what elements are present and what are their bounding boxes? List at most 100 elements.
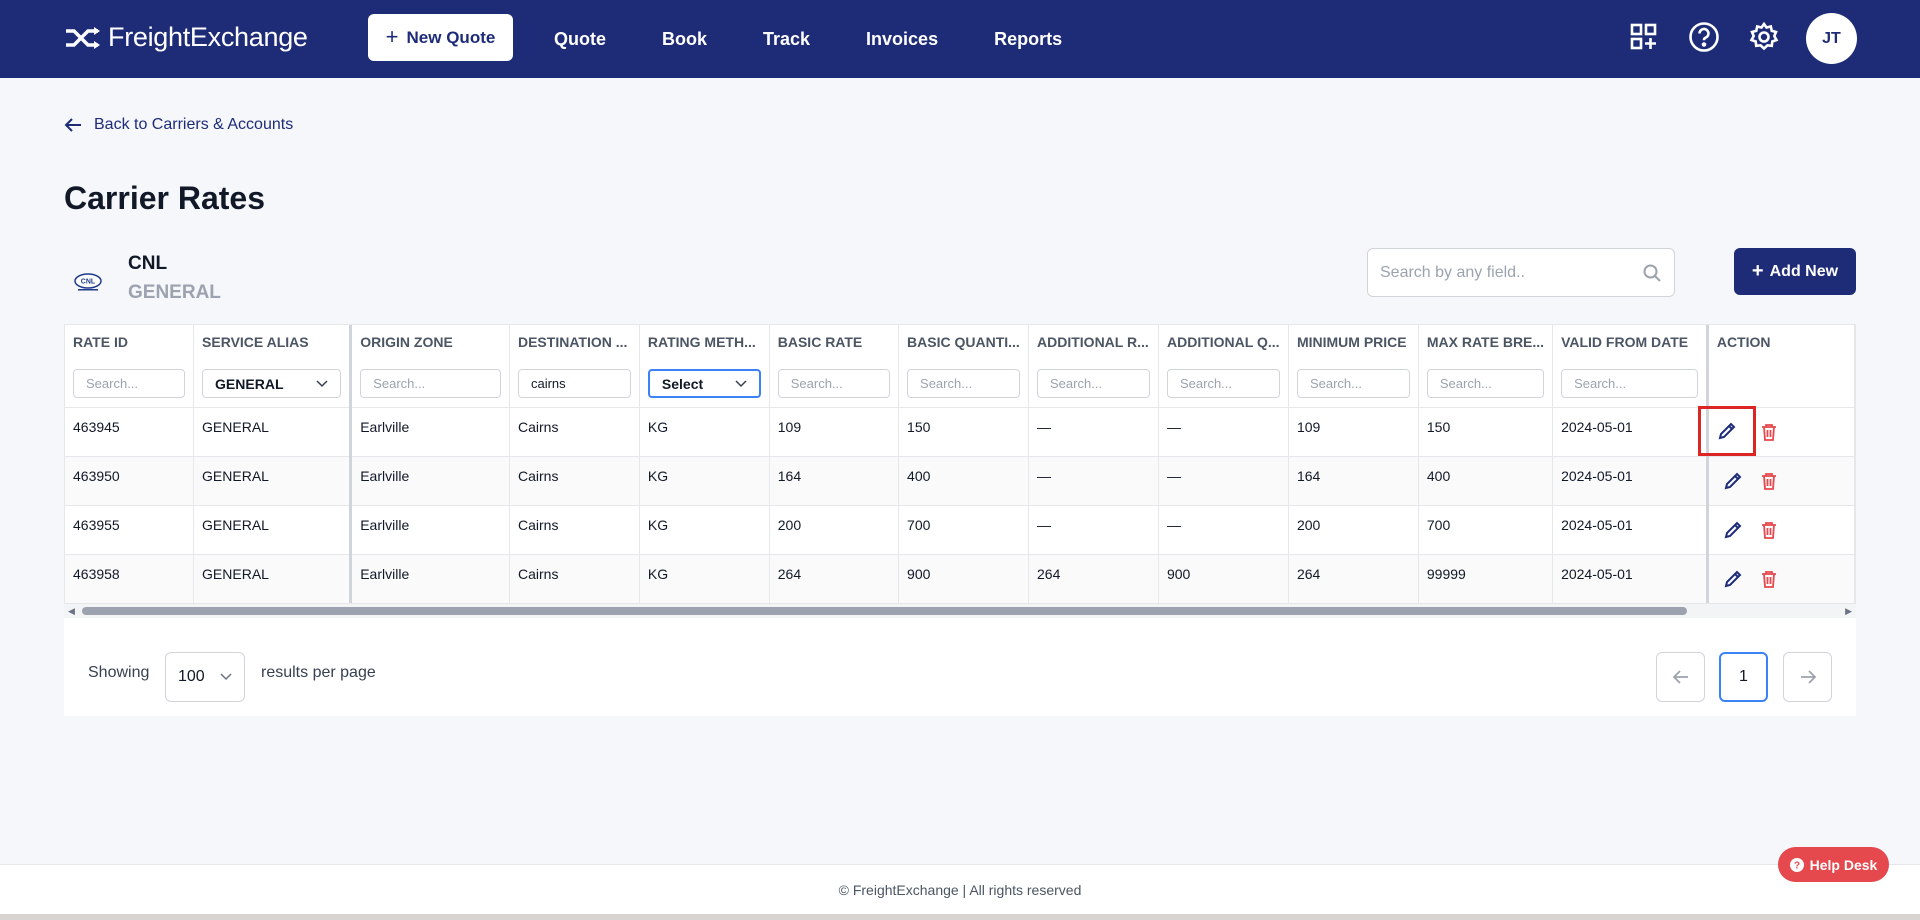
- settings-icon[interactable]: [1748, 20, 1780, 54]
- cell-destination: Cairns: [509, 456, 640, 506]
- arrow-right-icon: [1800, 670, 1816, 684]
- search-input[interactable]: [1380, 263, 1642, 282]
- cell-destination: Cairns: [509, 407, 640, 457]
- cell-basic-quantity: 900: [898, 554, 1030, 603]
- edit-button[interactable]: [1697, 405, 1756, 456]
- cell-rate-id: 463958: [65, 554, 195, 603]
- new-quote-button[interactable]: + New Quote: [368, 14, 513, 61]
- cell-rate-id: 463945: [65, 407, 195, 457]
- cell-minimum-price: 200: [1288, 505, 1419, 555]
- help-icon[interactable]: [1688, 20, 1720, 54]
- page-number-button[interactable]: 1: [1719, 652, 1768, 702]
- col-additional-quantity[interactable]: ADDITIONAL Q...: [1158, 325, 1289, 366]
- cell-rating-method: KG: [639, 554, 770, 603]
- col-rating-method[interactable]: RATING METH...: [639, 325, 770, 366]
- edit-button[interactable]: [1717, 563, 1749, 595]
- col-basic-rate[interactable]: BASIC RATE: [769, 325, 900, 366]
- cell-basic-rate: 109: [769, 407, 900, 457]
- rates-table-card: RATE ID SERVICE ALIAS ORIGIN ZONE DESTIN…: [64, 324, 1856, 716]
- scroll-left-icon[interactable]: ◀: [68, 606, 75, 616]
- cell-max-rate-break: 400: [1418, 456, 1554, 506]
- new-quote-label: New Quote: [406, 27, 496, 47]
- arrow-left-icon: [64, 118, 81, 132]
- carrier-logo-text: CNL: [81, 279, 96, 286]
- back-link[interactable]: Back to Carriers & Accounts: [64, 116, 293, 134]
- nav-track[interactable]: Track: [763, 28, 811, 49]
- filter-max-rate-break[interactable]: [1426, 369, 1545, 398]
- col-additional-rate[interactable]: ADDITIONAL R...: [1028, 325, 1159, 366]
- filter-origin-zone[interactable]: [360, 369, 501, 398]
- cell-rating-method: KG: [639, 407, 770, 457]
- nav-quote[interactable]: Quote: [554, 28, 606, 49]
- cell-additional-rate: —: [1028, 505, 1159, 555]
- cell-origin-zone: Earlville: [350, 505, 510, 555]
- col-minimum-price[interactable]: MINIMUM PRICE: [1288, 325, 1419, 366]
- pencil-icon: [1724, 521, 1742, 538]
- filter-rating-method[interactable]: Select: [647, 369, 761, 398]
- cell-action: [1697, 405, 1855, 457]
- prev-page-button[interactable]: [1656, 652, 1705, 702]
- col-service-alias[interactable]: SERVICE ALIAS: [193, 325, 353, 366]
- scroll-right-icon[interactable]: ▶: [1845, 606, 1852, 616]
- cell-origin-zone: Earlville: [350, 407, 510, 457]
- col-destination[interactable]: DESTINATION ...: [509, 325, 640, 366]
- cell-service-alias: GENERAL: [193, 505, 353, 555]
- filter-valid-from-date[interactable]: [1561, 369, 1698, 398]
- chevron-down-icon: [316, 379, 328, 387]
- footer-copyright: © FreightExchange | All rights reserved: [838, 881, 1082, 898]
- filter-minimum-price[interactable]: [1296, 369, 1410, 398]
- grid-add-icon[interactable]: [1628, 20, 1660, 54]
- cell-minimum-price: 164: [1288, 456, 1419, 506]
- question-circle-icon: ?: [1789, 857, 1804, 872]
- edit-button[interactable]: [1717, 514, 1749, 546]
- add-new-button[interactable]: + Add New: [1734, 248, 1856, 295]
- user-avatar[interactable]: JT: [1806, 13, 1857, 64]
- per-page-select[interactable]: 100: [165, 652, 245, 702]
- delete-button[interactable]: [1757, 416, 1781, 448]
- header-row: RATE ID SERVICE ALIAS ORIGIN ZONE DESTIN…: [65, 325, 1855, 366]
- table-scroll-area[interactable]: RATE ID SERVICE ALIAS ORIGIN ZONE DESTIN…: [64, 324, 1856, 604]
- next-page-button[interactable]: [1783, 652, 1832, 702]
- filter-destination[interactable]: [517, 369, 631, 398]
- cell-destination: Cairns: [509, 505, 640, 555]
- delete-button[interactable]: [1757, 465, 1781, 497]
- table-row: 463955 GENERAL Earlville Cairns KG 200 7…: [65, 505, 1855, 555]
- cell-service-alias: GENERAL: [193, 407, 353, 457]
- cell-service-alias: GENERAL: [193, 456, 353, 506]
- nav-invoices[interactable]: Invoices: [866, 28, 939, 49]
- horizontal-scrollbar[interactable]: ◀ ▶: [64, 604, 1856, 618]
- cell-additional-quantity: —: [1158, 505, 1289, 555]
- delete-button[interactable]: [1757, 563, 1781, 595]
- filter-basic-rate[interactable]: [777, 369, 891, 398]
- cell-valid-from-date: 2024-05-01: [1552, 456, 1709, 506]
- scrollbar-thumb[interactable]: [82, 607, 1687, 615]
- cell-valid-from-date: 2024-05-01: [1552, 505, 1709, 555]
- search-icon[interactable]: [1642, 263, 1662, 283]
- footer: © FreightExchange | All rights reserved: [0, 864, 1920, 914]
- filter-additional-rate[interactable]: [1037, 369, 1150, 398]
- filter-rate-id[interactable]: [73, 369, 186, 398]
- edit-button[interactable]: [1717, 465, 1749, 497]
- filter-service-alias[interactable]: GENERAL: [202, 369, 342, 398]
- cell-rating-method: KG: [639, 456, 770, 506]
- nav-book[interactable]: Book: [662, 28, 707, 49]
- col-valid-from-date[interactable]: VALID FROM DATE: [1552, 325, 1709, 366]
- col-origin-zone[interactable]: ORIGIN ZONE: [350, 325, 510, 366]
- help-desk-button[interactable]: ? Help Desk: [1778, 847, 1889, 882]
- filter-basic-quantity[interactable]: [907, 369, 1021, 398]
- cell-action: [1707, 505, 1855, 555]
- brand-logo[interactable]: FreightExchange: [64, 22, 308, 53]
- filter-additional-quantity[interactable]: [1166, 369, 1280, 398]
- brand-name: FreightExchange: [108, 22, 308, 52]
- per-page-value: 100: [178, 668, 205, 685]
- cell-basic-rate: 200: [769, 505, 900, 555]
- col-basic-quantity[interactable]: BASIC QUANTI...: [898, 325, 1030, 366]
- col-max-rate-break[interactable]: MAX RATE BRE...: [1418, 325, 1554, 366]
- bottom-strip: [0, 914, 1920, 920]
- col-rate-id[interactable]: RATE ID: [65, 325, 195, 366]
- cell-additional-quantity: —: [1158, 407, 1289, 457]
- pencil-icon: [1718, 422, 1736, 439]
- filter-row: GENERAL Select: [65, 366, 1855, 408]
- delete-button[interactable]: [1757, 514, 1781, 546]
- nav-reports[interactable]: Reports: [994, 28, 1063, 49]
